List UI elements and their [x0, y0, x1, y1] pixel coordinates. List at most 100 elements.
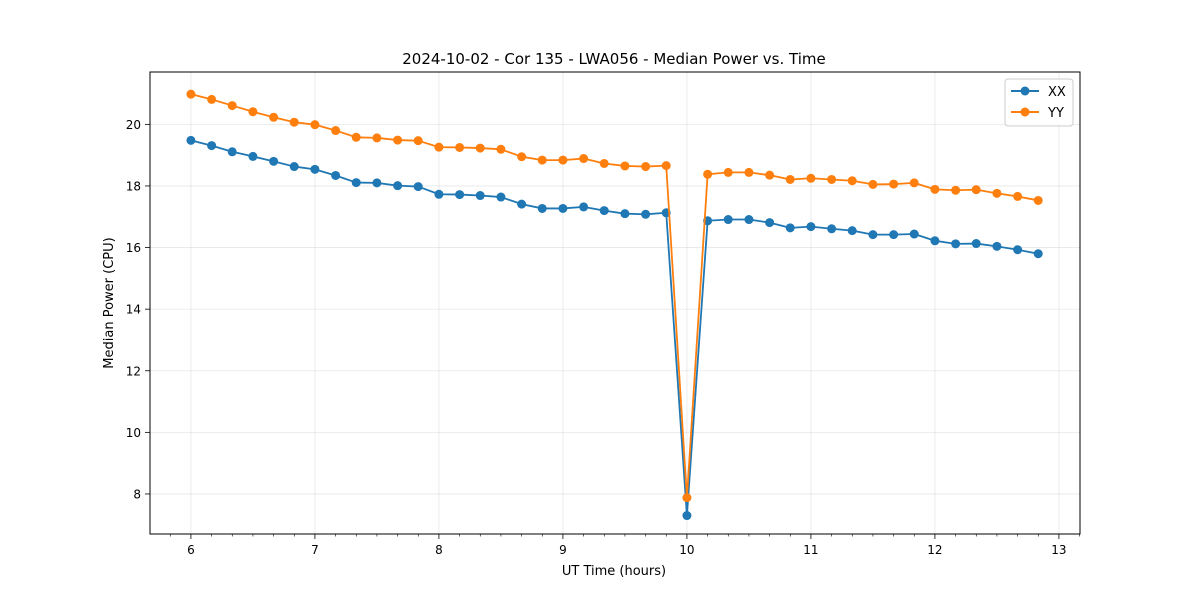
- y-tick-label: 20: [126, 118, 141, 132]
- data-point-xx: [827, 224, 837, 234]
- data-point-xx: [930, 236, 940, 246]
- data-point-xx: [723, 215, 733, 225]
- x-tick-label: 10: [679, 543, 694, 557]
- x-tick-label: 11: [803, 543, 818, 557]
- data-point-yy: [579, 154, 589, 164]
- data-point-xx: [393, 181, 403, 191]
- data-point-xx: [413, 182, 423, 192]
- data-point-yy: [909, 178, 919, 188]
- data-point-yy: [889, 179, 899, 189]
- data-point-yy: [310, 120, 320, 130]
- data-point-xx: [1013, 245, 1023, 255]
- data-point-yy: [434, 142, 444, 152]
- data-point-xx: [806, 222, 816, 232]
- data-point-xx: [351, 178, 361, 188]
- data-point-yy: [186, 89, 196, 99]
- data-point-yy: [599, 158, 609, 168]
- data-point-yy: [269, 112, 279, 122]
- data-point-yy: [868, 179, 878, 189]
- legend-marker-xx: [1020, 86, 1030, 96]
- data-point-xx: [475, 191, 485, 201]
- data-point-yy: [517, 152, 527, 162]
- y-tick-label: 14: [126, 303, 141, 317]
- data-point-xx: [992, 241, 1002, 251]
- data-point-xx: [372, 178, 382, 188]
- data-point-xx: [599, 206, 609, 216]
- data-point-yy: [703, 169, 713, 179]
- y-tick-label: 12: [126, 364, 141, 378]
- data-point-yy: [847, 176, 857, 186]
- data-point-xx: [785, 223, 795, 233]
- data-point-yy: [248, 107, 258, 117]
- data-point-xx: [971, 239, 981, 249]
- axis-ticks: 6 7 8 9 10 11 12 13 8 10 12 14 16 18 20: [126, 118, 1080, 557]
- data-point-xx: [744, 215, 754, 225]
- data-point-yy: [331, 126, 341, 136]
- data-point-xx: [248, 151, 258, 161]
- data-point-xx: [765, 218, 775, 228]
- data-point-yy: [351, 132, 361, 142]
- data-point-xx: [620, 209, 630, 219]
- y-tick-label: 16: [126, 241, 141, 255]
- data-point-yy: [682, 493, 692, 503]
- data-point-yy: [744, 167, 754, 177]
- data-point-yy: [455, 142, 465, 152]
- x-tick-label: 9: [559, 543, 567, 557]
- x-tick-label: 8: [435, 543, 443, 557]
- data-point-xx: [889, 230, 899, 240]
- data-point-yy: [496, 144, 506, 154]
- data-point-xx: [269, 156, 279, 166]
- chart-title: 2024-10-02 - Cor 135 - LWA056 - Median P…: [402, 50, 826, 68]
- data-point-xx: [951, 239, 961, 249]
- data-point-yy: [620, 161, 630, 171]
- x-tick-label: 13: [1051, 543, 1066, 557]
- y-axis-label: Median Power (CPU): [102, 237, 117, 368]
- data-point-yy: [558, 155, 568, 165]
- data-point-yy: [393, 135, 403, 145]
- data-point-xx: [434, 189, 444, 199]
- data-point-xx: [496, 192, 506, 202]
- legend-label-yy: YY: [1047, 106, 1064, 121]
- data-series: [186, 89, 1043, 521]
- data-point-yy: [723, 167, 733, 177]
- data-point-yy: [1013, 191, 1023, 201]
- plot-frame: [149, 71, 1081, 535]
- data-point-yy: [372, 133, 382, 143]
- data-point-xx: [1033, 249, 1043, 259]
- data-point-yy: [207, 94, 217, 104]
- data-point-xx: [517, 199, 527, 209]
- data-point-xx: [641, 209, 651, 219]
- x-tick-label: 6: [187, 543, 195, 557]
- y-tick-label: 18: [126, 179, 141, 193]
- data-point-xx: [909, 229, 919, 239]
- data-point-yy: [951, 185, 961, 195]
- data-point-xx: [579, 202, 589, 212]
- data-point-xx: [289, 162, 299, 172]
- data-point-yy: [641, 162, 651, 172]
- data-point-xx: [310, 164, 320, 174]
- data-point-yy: [1033, 195, 1043, 205]
- data-point-xx: [558, 203, 568, 213]
- y-tick-label: 8: [133, 487, 141, 501]
- data-point-xx: [847, 226, 857, 236]
- y-tick-label: 10: [126, 426, 141, 440]
- data-point-yy: [661, 161, 671, 171]
- data-point-yy: [475, 143, 485, 153]
- data-point-yy: [827, 174, 837, 184]
- legend: XX YY: [1004, 78, 1074, 127]
- data-point-yy: [785, 174, 795, 184]
- data-point-xx: [227, 147, 237, 157]
- data-point-xx: [455, 190, 465, 200]
- data-point-xx: [207, 141, 217, 151]
- data-point-yy: [413, 136, 423, 146]
- legend-marker-yy: [1020, 107, 1030, 117]
- data-point-xx: [537, 203, 547, 213]
- data-point-xx: [682, 511, 692, 521]
- data-point-xx: [331, 170, 341, 180]
- x-tick-label: 12: [927, 543, 942, 557]
- data-point-yy: [537, 155, 547, 165]
- data-point-yy: [765, 170, 775, 180]
- data-point-xx: [186, 135, 196, 145]
